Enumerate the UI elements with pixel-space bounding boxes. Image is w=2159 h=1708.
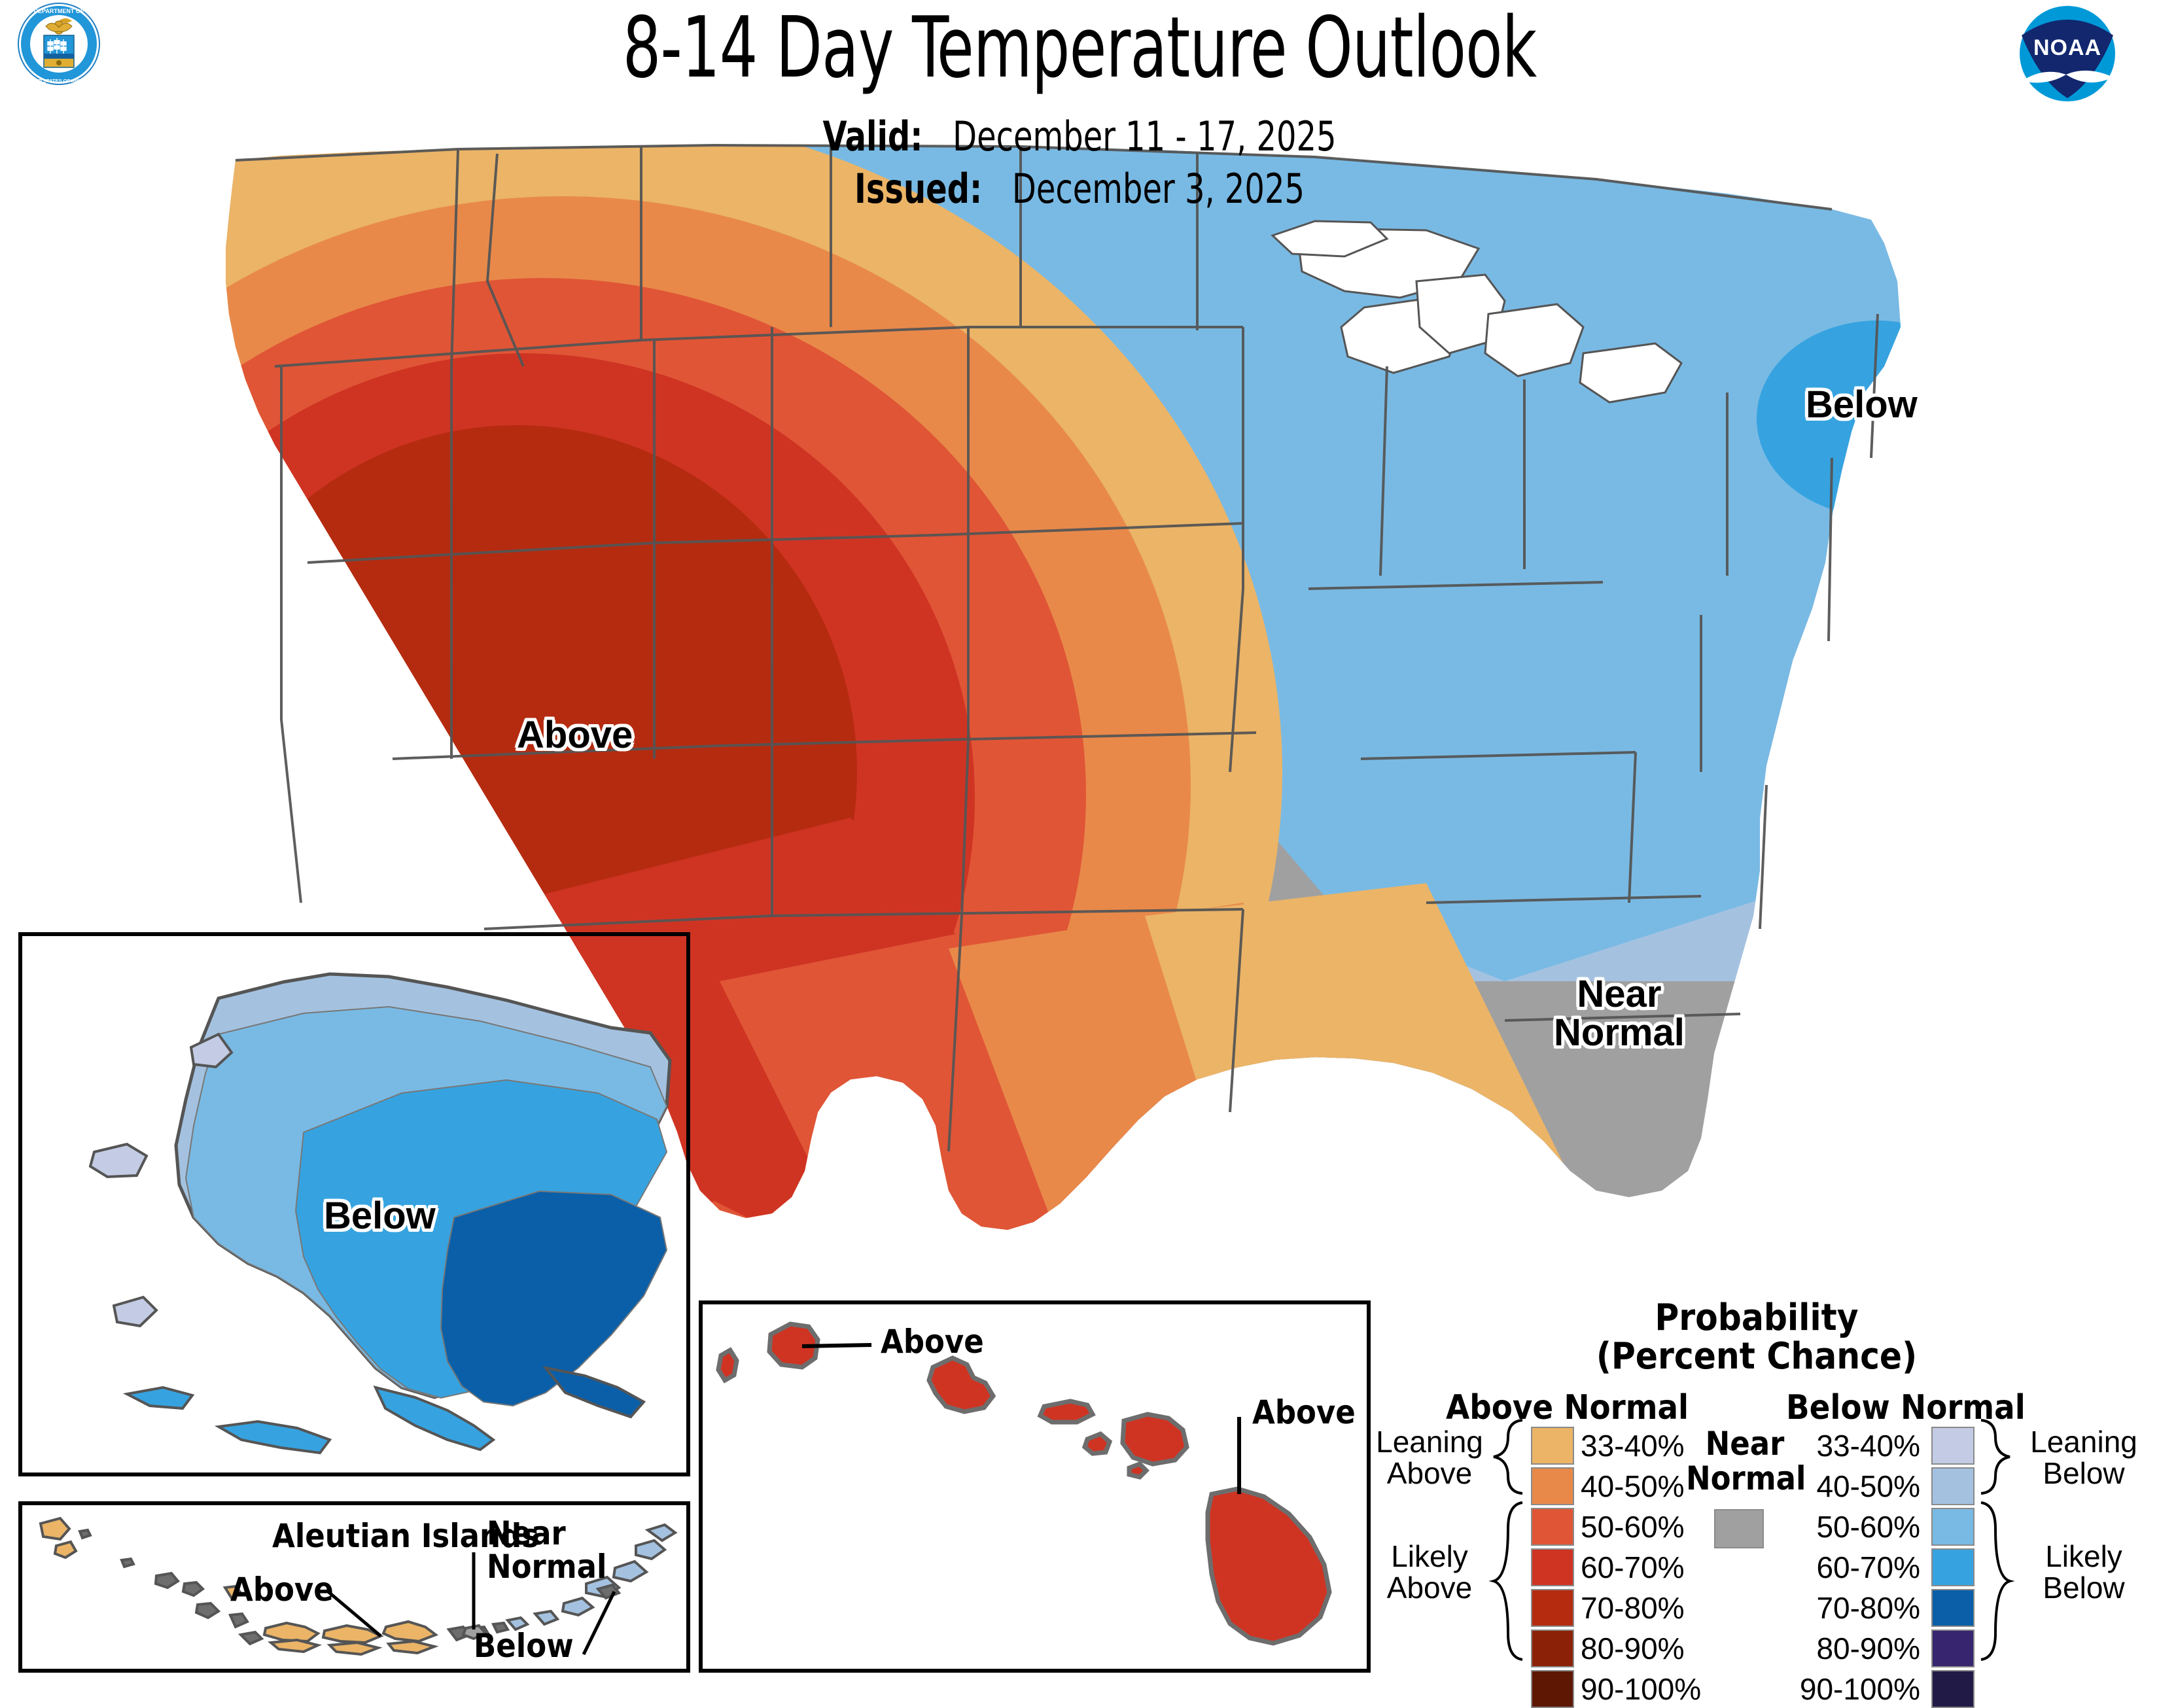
legend-range-above-5: 70-80% <box>1581 1591 1685 1625</box>
svg-text:NOAA: NOAA <box>2033 35 2101 60</box>
legend-range-above-3: 50-60% <box>1581 1510 1685 1544</box>
legend-swatch-below-90to100 <box>1931 1670 1975 1708</box>
hawaii-map <box>716 1321 1332 1646</box>
legend-leaning-below-label: Leaning Below <box>2015 1426 2152 1490</box>
legend-title: Probability (Percent Chance) <box>1367 1298 2146 1376</box>
hawaii-islands <box>716 1321 1332 1646</box>
legend-swatch-above-33to40 <box>1531 1427 1574 1465</box>
legend-range-below-5: 70-80% <box>1816 1591 1920 1625</box>
legend-near-normal-line1: Near <box>1705 1425 1785 1463</box>
aleutian-title: Aleutian Islands <box>272 1517 539 1555</box>
leaning-above-line2: Above <box>1386 1456 1473 1491</box>
legend-title-line1: Probability <box>1655 1297 1859 1339</box>
legend-swatch-below-80to90 <box>1931 1630 1975 1667</box>
issued-value: December 3, 2025 <box>1011 165 1305 213</box>
legend-swatch-above-80to90 <box>1531 1630 1574 1667</box>
aleutian-islands-inset: Aleutian Islands Above Near Normal Below <box>18 1501 690 1673</box>
legend-swatch-above-70to80 <box>1531 1589 1574 1627</box>
hawaii-inset: Above Above <box>699 1300 1371 1673</box>
aleutian-near-normal-line2: Normal <box>487 1548 607 1586</box>
issued-label: Issued: <box>854 165 983 213</box>
legend-swatch-below-33to40 <box>1931 1427 1975 1465</box>
legend-range-above-7: 90-100% <box>1581 1672 1702 1706</box>
alaska-map <box>88 972 672 1455</box>
map-label-near-normal: Near Normal <box>1554 975 1685 1052</box>
aleutian-islands-map <box>39 1516 678 1656</box>
valid-line: Valid: December 11 - 17, 2025 <box>151 116 2008 157</box>
legend-range-below-6: 80-90% <box>1816 1631 1920 1665</box>
legend-near-normal-swatch <box>1714 1509 1764 1548</box>
leaning-above-line1: Leaning <box>1376 1425 1483 1459</box>
legend-heading-above: Above Normal <box>1446 1388 1689 1427</box>
leaning-below-line1: Leaning <box>2030 1425 2137 1459</box>
probability-legend: Probability (Percent Chance) Above Norma… <box>1367 1298 2146 1708</box>
aleutian-near-normal-line1: Near <box>487 1514 566 1552</box>
map-label-below: Below <box>1806 383 1918 426</box>
legend-swatch-below-70to80 <box>1931 1589 1975 1627</box>
legend-near-normal-label: Near Normal <box>1686 1425 1806 1497</box>
map-label-near-normal-line2: Normal <box>1554 1011 1685 1054</box>
map-label-near-normal-line1: Near <box>1577 973 1662 1015</box>
legend-near-normal-line2: Normal <box>1686 1459 1806 1497</box>
issued-line: Issued: December 3, 2025 <box>151 169 2008 209</box>
legend-range-above-4: 60-70% <box>1581 1550 1685 1584</box>
alaska-inset <box>18 932 690 1476</box>
legend-likely-below-label: Likely Below <box>2015 1541 2152 1604</box>
legend-swatch-above-40to50 <box>1531 1467 1574 1505</box>
alaska-map-label-below: Below <box>324 1194 436 1237</box>
legend-likely-above-label: Likely Above <box>1361 1541 1498 1604</box>
department-of-commerce-seal-icon: DEPARTMENT OF UNITED STATES OF AMERICA <box>18 3 100 85</box>
brace-likely-above-icon <box>1488 1501 1523 1661</box>
legend-title-line2: (Percent Chance) <box>1596 1335 1918 1378</box>
valid-value: December 11 - 17, 2025 <box>953 113 1337 160</box>
brace-leaning-below-icon <box>1980 1419 2010 1495</box>
legend-range-above-6: 80-90% <box>1581 1631 1685 1665</box>
legend-leaning-above-label: Leaning Above <box>1361 1426 1498 1490</box>
legend-range-below-3: 50-60% <box>1816 1510 1920 1544</box>
svg-text:DEPARTMENT OF: DEPARTMENT OF <box>34 8 84 14</box>
hawaii-label-above-1: Above <box>881 1323 984 1361</box>
hawaii-label-above-2: Above <box>1252 1393 1356 1431</box>
likely-below-line1: Likely <box>2045 1539 2122 1573</box>
leader-lines <box>325 1552 616 1656</box>
likely-above-line1: Likely <box>1391 1539 1468 1573</box>
svg-text:UNITED STATES OF AMERICA: UNITED STATES OF AMERICA <box>24 78 94 84</box>
leader-lines <box>801 1343 1241 1494</box>
aleutian-label-near-normal: Near Normal <box>487 1517 606 1584</box>
legend-swatch-above-60to70 <box>1531 1548 1574 1586</box>
legend-range-above-2: 40-50% <box>1581 1469 1685 1503</box>
legend-swatch-below-40to50 <box>1931 1467 1975 1505</box>
legend-range-below-7: 90-100% <box>1799 1672 1920 1706</box>
legend-swatch-below-50to60 <box>1931 1508 1975 1546</box>
great-lakes <box>1271 220 1683 404</box>
legend-range-below-2: 40-50% <box>1816 1469 1920 1503</box>
aleutian-label-below: Below <box>474 1627 574 1665</box>
noaa-logo-icon: NOAA <box>2020 6 2115 101</box>
brace-likely-below-icon <box>1980 1501 2015 1661</box>
page-title: 8-14 Day Temperature Outlook <box>622 0 1537 97</box>
legend-swatch-above-90to100 <box>1531 1670 1574 1708</box>
legend-range-below-1: 33-40% <box>1816 1429 1920 1463</box>
leaning-below-line2: Below <box>2043 1456 2125 1491</box>
near-normal-band <box>543 145 1806 1230</box>
map-label-above: Above <box>517 714 633 756</box>
legend-swatch-below-60to70 <box>1931 1548 1975 1586</box>
likely-below-line2: Below <box>2043 1571 2125 1605</box>
valid-label: Valid: <box>822 113 923 160</box>
brace-leaning-above-icon <box>1493 1419 1523 1495</box>
legend-range-above-1: 33-40% <box>1581 1429 1685 1463</box>
likely-above-line2: Above <box>1386 1571 1473 1605</box>
aleutian-label-above: Above <box>230 1571 334 1609</box>
legend-swatch-above-50to60 <box>1531 1508 1574 1546</box>
legend-range-below-4: 60-70% <box>1816 1550 1920 1584</box>
